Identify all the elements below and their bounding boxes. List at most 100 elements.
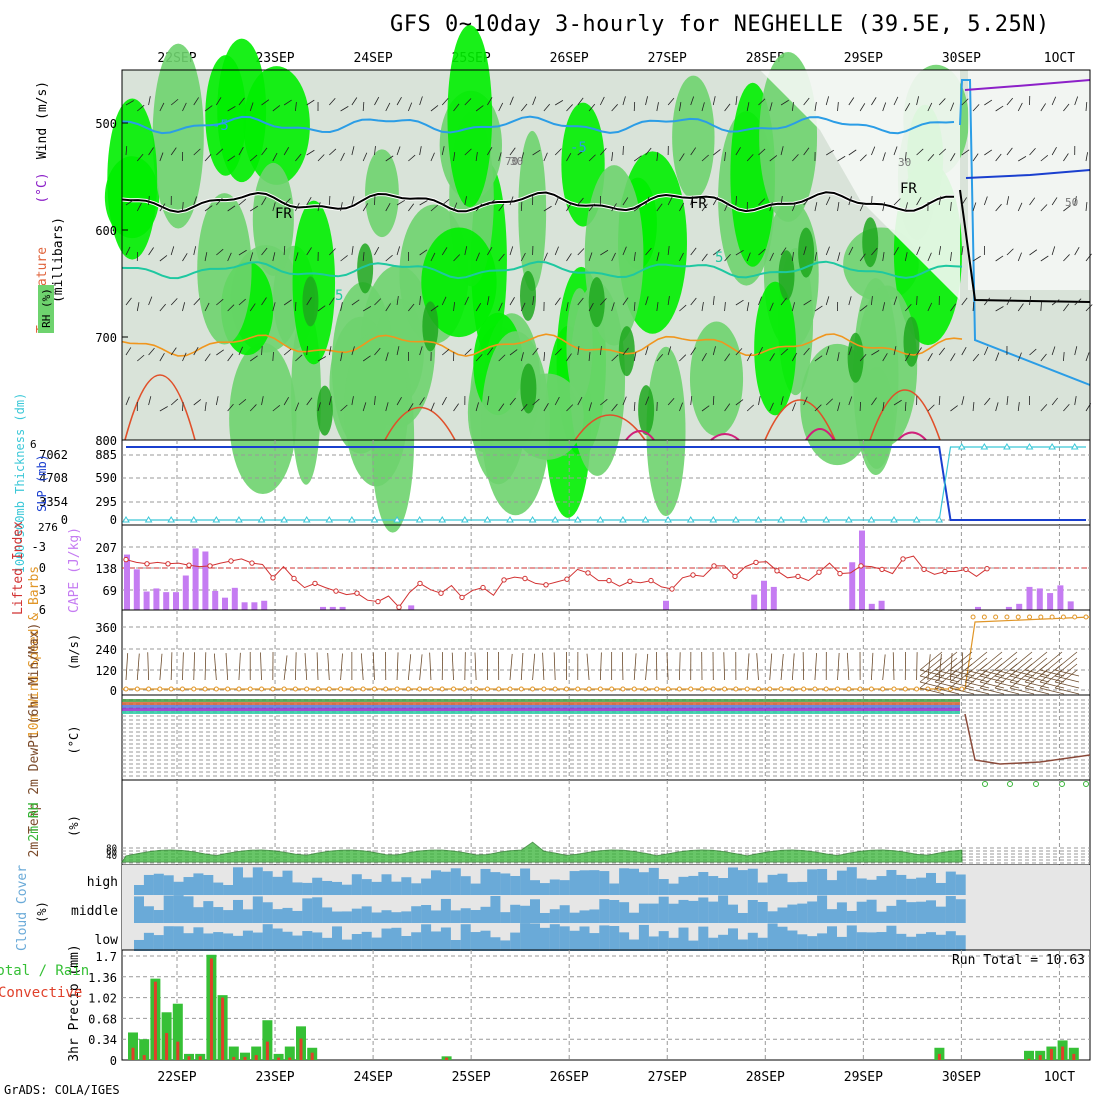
wind-barb bbox=[136, 302, 140, 312]
wind-barb bbox=[713, 249, 721, 256]
y-label-cloud: Cloud Cover bbox=[15, 865, 30, 951]
wind-speed-point bbox=[891, 686, 897, 692]
wind-barb bbox=[814, 305, 823, 312]
wind-barb bbox=[554, 246, 559, 256]
date-label-bottom: 27SEP bbox=[648, 1070, 687, 1085]
wind-speed-point bbox=[1004, 614, 1010, 620]
cloud-block bbox=[955, 935, 966, 951]
thickness-point bbox=[573, 516, 582, 523]
wind-speed-point bbox=[292, 686, 298, 692]
wind-barb bbox=[979, 675, 1005, 683]
wind-barb bbox=[362, 101, 365, 112]
cloud-block bbox=[480, 930, 491, 951]
wind-barb bbox=[882, 202, 886, 212]
wind-barb bbox=[329, 148, 337, 156]
wind-barb bbox=[645, 296, 649, 306]
cloud-block bbox=[173, 895, 184, 923]
wind-barb bbox=[577, 197, 584, 206]
wind-barb bbox=[159, 102, 165, 112]
li-point bbox=[732, 573, 738, 580]
wind-barb bbox=[159, 152, 164, 162]
cloud-block bbox=[460, 876, 471, 895]
cloud-level-label: low bbox=[95, 933, 119, 948]
wind-speed-point bbox=[349, 686, 355, 692]
thickness-point bbox=[325, 516, 334, 523]
wind-barb bbox=[934, 675, 960, 683]
rh-tick: 80 bbox=[106, 844, 117, 854]
wind-barb bbox=[1051, 346, 1056, 356]
wind-barb bbox=[645, 653, 649, 681]
cloud-block bbox=[569, 871, 580, 895]
wind-barb bbox=[611, 354, 619, 362]
wind-barb bbox=[979, 687, 1005, 695]
wind-barb bbox=[543, 205, 552, 212]
wind-barb bbox=[633, 252, 636, 262]
wind-barb bbox=[1024, 669, 1048, 689]
wind-barb bbox=[216, 248, 224, 256]
contour-label: FR bbox=[690, 196, 707, 212]
wind-barb bbox=[430, 305, 439, 312]
temp2m-band bbox=[122, 711, 960, 714]
cloud-block bbox=[935, 882, 946, 895]
wind-barb bbox=[498, 302, 503, 312]
wind-barb bbox=[385, 254, 393, 262]
wind-barb bbox=[791, 202, 797, 212]
wind-barb bbox=[475, 152, 478, 162]
cloud-block bbox=[906, 936, 917, 951]
wind-barb bbox=[893, 96, 899, 106]
precip-convective-bar bbox=[232, 1056, 236, 1060]
wind-barb bbox=[814, 252, 818, 262]
wind-barb bbox=[316, 652, 319, 681]
wind-barb bbox=[295, 252, 299, 262]
cloud-block bbox=[906, 878, 917, 895]
wind-barb bbox=[791, 102, 794, 112]
wind-barb bbox=[758, 346, 763, 356]
temp-contour-hottest bbox=[805, 428, 835, 441]
rh-contour-area bbox=[520, 270, 537, 321]
wind-speed-point bbox=[699, 686, 705, 692]
wind-barb bbox=[509, 196, 514, 206]
wind-barb bbox=[848, 97, 855, 106]
wind-barb bbox=[1074, 96, 1079, 106]
wind-speed-point bbox=[394, 686, 400, 692]
cloud-block bbox=[718, 895, 729, 923]
wind-barb bbox=[792, 352, 797, 362]
cloud-block bbox=[252, 932, 263, 951]
cloud-block bbox=[500, 940, 511, 951]
cloud-block bbox=[817, 933, 828, 951]
li-point bbox=[291, 575, 297, 582]
rh-contour-area bbox=[638, 385, 655, 436]
wind-barb bbox=[295, 102, 297, 112]
wind-barb bbox=[408, 203, 415, 212]
cloud-block bbox=[916, 901, 927, 923]
wind-barb bbox=[328, 195, 331, 206]
wind-barb bbox=[690, 347, 697, 356]
wind-barb bbox=[249, 404, 257, 412]
y-tick-label: 500 bbox=[95, 117, 117, 131]
wind-barb bbox=[498, 354, 506, 362]
wind-speed-point bbox=[823, 686, 829, 692]
wind-barb bbox=[746, 653, 750, 681]
wind-barb bbox=[1054, 669, 1078, 689]
wind-barb bbox=[1063, 205, 1071, 212]
wind-barb bbox=[950, 303, 957, 312]
cloud-block bbox=[589, 933, 600, 951]
wind-barb bbox=[848, 296, 852, 306]
thickness-point bbox=[980, 443, 989, 450]
wind-barb bbox=[385, 155, 394, 162]
cloud-block bbox=[539, 927, 550, 951]
cloud-block bbox=[767, 923, 778, 951]
wind-barb bbox=[509, 246, 514, 256]
cloud-block bbox=[787, 930, 798, 951]
wind-barb bbox=[994, 675, 1020, 683]
wind-barb bbox=[498, 102, 504, 112]
cape-bar bbox=[320, 606, 326, 610]
wind-barb bbox=[859, 354, 867, 362]
wind-barb bbox=[182, 253, 188, 262]
wind-speed-point bbox=[518, 686, 524, 692]
cloud-block bbox=[609, 925, 620, 951]
cloud-block bbox=[450, 939, 461, 951]
wind-barb bbox=[667, 97, 675, 106]
thickness-tick: 276 bbox=[38, 521, 58, 534]
cloud-block bbox=[886, 905, 897, 923]
